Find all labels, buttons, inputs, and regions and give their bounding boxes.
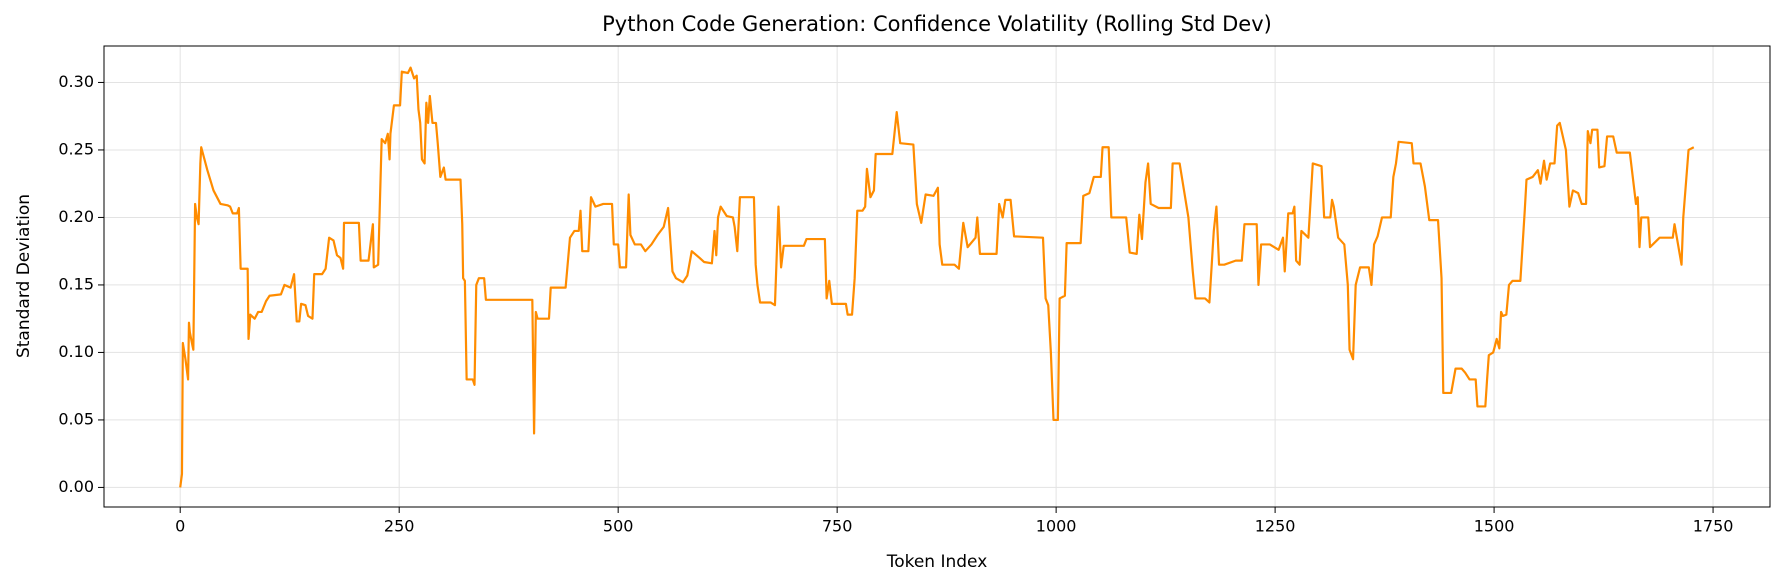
x-tick-label: 1750 xyxy=(1693,517,1734,536)
y-tick-label: 0.20 xyxy=(58,207,94,226)
x-tick-label: 1000 xyxy=(1036,517,1077,536)
data-line xyxy=(179,66,1695,488)
y-tick-label: 0.25 xyxy=(58,139,94,158)
x-tick-label: 1500 xyxy=(1474,517,1515,536)
x-tick-label: 250 xyxy=(384,517,415,536)
y-axis-label: Standard Deviation xyxy=(14,194,34,358)
y-tick-label: 0.30 xyxy=(58,72,94,91)
y-tick-label: 0.15 xyxy=(58,274,94,293)
y-tick-label: 0.00 xyxy=(58,477,94,496)
x-tick-label: 750 xyxy=(822,517,853,536)
x-tick-label: 0 xyxy=(175,517,185,536)
plot-frame xyxy=(103,45,1771,508)
chart-title: Python Code Generation: Confidence Volat… xyxy=(602,12,1272,36)
x-tick-label: 500 xyxy=(603,517,634,536)
x-tick-label: 1250 xyxy=(1255,517,1296,536)
y-tick-label: 0.05 xyxy=(58,409,94,428)
y-tick-label: 0.10 xyxy=(58,342,94,361)
x-axis-label: Token Index xyxy=(886,552,988,572)
